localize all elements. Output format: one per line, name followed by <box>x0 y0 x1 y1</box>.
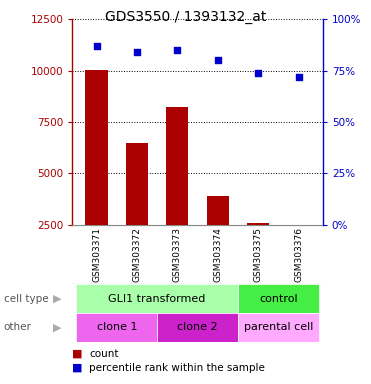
Text: cell type: cell type <box>4 293 48 304</box>
Bar <box>288 225 310 276</box>
Bar <box>157 313 238 342</box>
Bar <box>85 70 108 276</box>
Bar <box>238 313 319 342</box>
Bar <box>126 144 148 276</box>
Text: ■: ■ <box>72 362 83 373</box>
Text: percentile rank within the sample: percentile rank within the sample <box>89 362 265 373</box>
Text: other: other <box>4 322 32 333</box>
Point <box>174 47 180 53</box>
Text: ▶: ▶ <box>53 293 62 304</box>
Text: GSM303376: GSM303376 <box>294 227 303 282</box>
Point <box>93 43 99 49</box>
Bar <box>166 106 188 276</box>
Bar <box>76 284 238 313</box>
Text: control: control <box>259 293 298 304</box>
Bar <box>207 196 229 276</box>
Bar <box>247 223 269 276</box>
Point <box>255 70 261 76</box>
Text: ▶: ▶ <box>53 322 62 333</box>
Point <box>296 74 302 80</box>
Text: GSM303375: GSM303375 <box>254 227 263 282</box>
Text: GSM303374: GSM303374 <box>213 227 222 282</box>
Point <box>215 57 221 63</box>
Text: parental cell: parental cell <box>244 322 313 333</box>
Text: GSM303371: GSM303371 <box>92 227 101 282</box>
Text: GSM303373: GSM303373 <box>173 227 182 282</box>
Point <box>134 49 140 55</box>
Text: count: count <box>89 349 119 359</box>
Bar <box>76 313 157 342</box>
Text: GLI1 transformed: GLI1 transformed <box>108 293 206 304</box>
Text: clone 1: clone 1 <box>96 322 137 333</box>
Text: ■: ■ <box>72 349 83 359</box>
Text: GDS3550 / 1393132_at: GDS3550 / 1393132_at <box>105 10 266 23</box>
Text: clone 2: clone 2 <box>177 322 218 333</box>
Bar <box>238 284 319 313</box>
Text: GSM303372: GSM303372 <box>132 227 141 282</box>
